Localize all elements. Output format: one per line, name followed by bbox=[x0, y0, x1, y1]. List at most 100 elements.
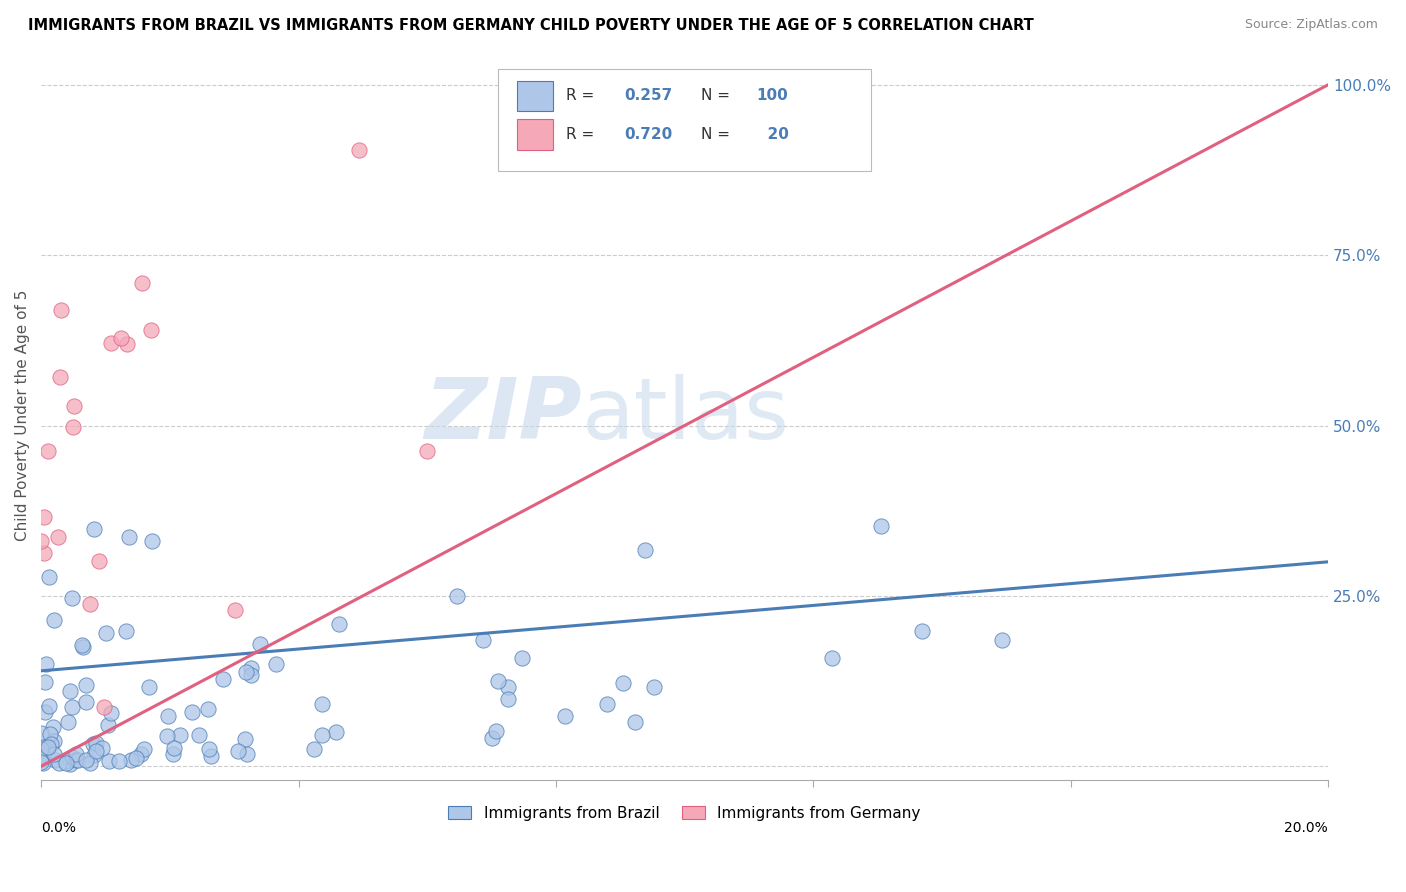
Y-axis label: Child Poverty Under the Age of 5: Child Poverty Under the Age of 5 bbox=[15, 290, 30, 541]
Point bbox=[226, 744, 249, 758]
FancyBboxPatch shape bbox=[498, 69, 872, 171]
Point bbox=[30, 755, 52, 769]
Point bbox=[93, 700, 115, 714]
Point bbox=[91, 741, 114, 756]
Point bbox=[132, 742, 155, 756]
Point bbox=[75, 752, 97, 766]
Point bbox=[481, 731, 503, 745]
Point bbox=[96, 625, 118, 640]
Point bbox=[129, 747, 152, 762]
Point bbox=[869, 519, 891, 533]
Point bbox=[554, 708, 576, 723]
Point bbox=[612, 676, 634, 690]
Point bbox=[115, 336, 138, 351]
Point bbox=[65, 747, 87, 761]
Point bbox=[156, 709, 179, 723]
Point bbox=[162, 747, 184, 761]
Point bbox=[496, 680, 519, 694]
Point bbox=[56, 715, 79, 730]
Point bbox=[30, 742, 52, 756]
Text: R =: R = bbox=[567, 88, 599, 103]
Point bbox=[32, 749, 55, 764]
Text: N =: N = bbox=[702, 88, 735, 103]
Point bbox=[46, 531, 69, 545]
Point bbox=[34, 675, 56, 690]
Point bbox=[304, 742, 326, 756]
Point bbox=[41, 737, 63, 751]
Point bbox=[236, 747, 259, 761]
Point bbox=[42, 747, 65, 762]
Text: 0.720: 0.720 bbox=[624, 127, 672, 142]
Point bbox=[325, 724, 347, 739]
Point bbox=[197, 741, 219, 756]
Point bbox=[235, 665, 257, 680]
Point bbox=[311, 728, 333, 742]
Point bbox=[486, 674, 509, 689]
Point bbox=[98, 755, 121, 769]
Point bbox=[48, 756, 70, 770]
Point bbox=[34, 705, 56, 719]
Text: 20: 20 bbox=[756, 127, 789, 142]
Point bbox=[60, 699, 83, 714]
Point bbox=[79, 597, 101, 611]
Point bbox=[110, 331, 132, 345]
Point bbox=[65, 753, 87, 767]
Point bbox=[75, 696, 97, 710]
Point bbox=[991, 632, 1014, 647]
Point bbox=[38, 570, 60, 584]
Point bbox=[38, 699, 60, 714]
Point bbox=[197, 702, 219, 716]
Text: atlas: atlas bbox=[582, 374, 790, 457]
Point bbox=[264, 657, 287, 671]
Legend: Immigrants from Brazil, Immigrants from Germany: Immigrants from Brazil, Immigrants from … bbox=[443, 799, 927, 827]
Text: R =: R = bbox=[567, 127, 599, 142]
Point bbox=[125, 751, 148, 765]
Point bbox=[224, 603, 246, 617]
Point bbox=[49, 370, 72, 384]
Text: 0.257: 0.257 bbox=[624, 88, 672, 103]
Point bbox=[37, 443, 59, 458]
Point bbox=[328, 617, 350, 632]
Point bbox=[53, 754, 76, 768]
Point bbox=[485, 723, 508, 738]
Point bbox=[86, 744, 108, 758]
Point bbox=[233, 732, 256, 747]
Text: IMMIGRANTS FROM BRAZIL VS IMMIGRANTS FROM GERMANY CHILD POVERTY UNDER THE AGE OF: IMMIGRANTS FROM BRAZIL VS IMMIGRANTS FRO… bbox=[28, 18, 1033, 33]
Point bbox=[472, 633, 495, 648]
Point bbox=[156, 730, 179, 744]
Point bbox=[120, 753, 142, 767]
Point bbox=[82, 737, 104, 751]
Point bbox=[79, 756, 101, 770]
Bar bbox=[517, 80, 554, 112]
Bar bbox=[517, 120, 554, 150]
Text: N =: N = bbox=[702, 127, 735, 142]
Point bbox=[139, 323, 162, 337]
Point bbox=[180, 706, 202, 720]
Point bbox=[60, 750, 83, 764]
Point bbox=[30, 751, 52, 765]
Point bbox=[66, 753, 89, 767]
Point bbox=[32, 756, 55, 770]
Text: 100: 100 bbox=[756, 88, 789, 103]
Point bbox=[108, 754, 131, 768]
Point bbox=[100, 706, 122, 721]
Point bbox=[118, 530, 141, 544]
Point bbox=[596, 698, 619, 712]
Point bbox=[510, 651, 533, 665]
Point bbox=[83, 747, 105, 762]
Point bbox=[138, 680, 160, 694]
Point bbox=[347, 143, 370, 157]
Point bbox=[34, 510, 56, 524]
Point bbox=[32, 546, 55, 560]
Point bbox=[911, 624, 934, 639]
Point bbox=[416, 444, 439, 458]
Point bbox=[169, 728, 191, 742]
Point bbox=[30, 534, 52, 549]
Point bbox=[30, 726, 52, 740]
Point bbox=[115, 624, 138, 639]
Point bbox=[44, 753, 66, 767]
Point bbox=[249, 636, 271, 650]
Text: 0.0%: 0.0% bbox=[41, 821, 76, 835]
Point bbox=[188, 729, 211, 743]
Point bbox=[37, 739, 59, 754]
